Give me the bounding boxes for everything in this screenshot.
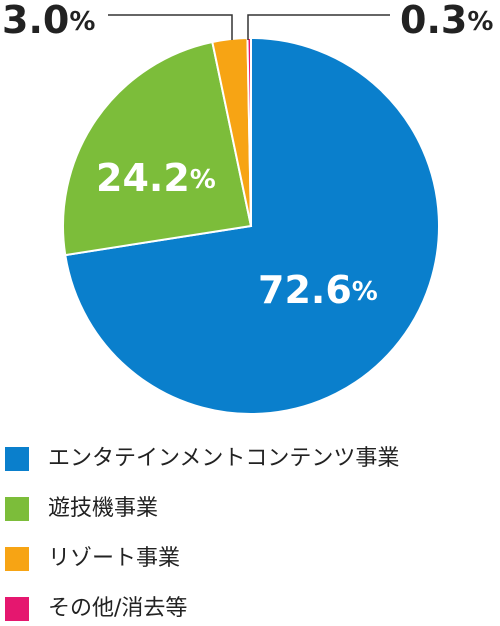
legend-swatch <box>5 447 29 471</box>
value-label: 72.6% <box>258 268 378 312</box>
legend-swatch <box>5 547 29 571</box>
value-label: 3.0% <box>2 0 95 42</box>
legend-label: エンタテインメントコンテンツ事業 <box>48 446 399 471</box>
leader-line <box>247 14 390 40</box>
leader-line <box>108 14 233 40</box>
pie-slice <box>64 36 440 415</box>
legend-label: リゾート事業 <box>48 546 180 571</box>
pie-slice <box>62 40 253 257</box>
value-label: 24.2% <box>96 156 216 200</box>
legend-swatch <box>5 597 29 621</box>
legend-swatch <box>5 497 29 521</box>
legend-label: 遊技機事業 <box>48 496 158 521</box>
legend-label: その他/消去等 <box>48 596 187 621</box>
value-label: 0.3% <box>400 0 493 42</box>
